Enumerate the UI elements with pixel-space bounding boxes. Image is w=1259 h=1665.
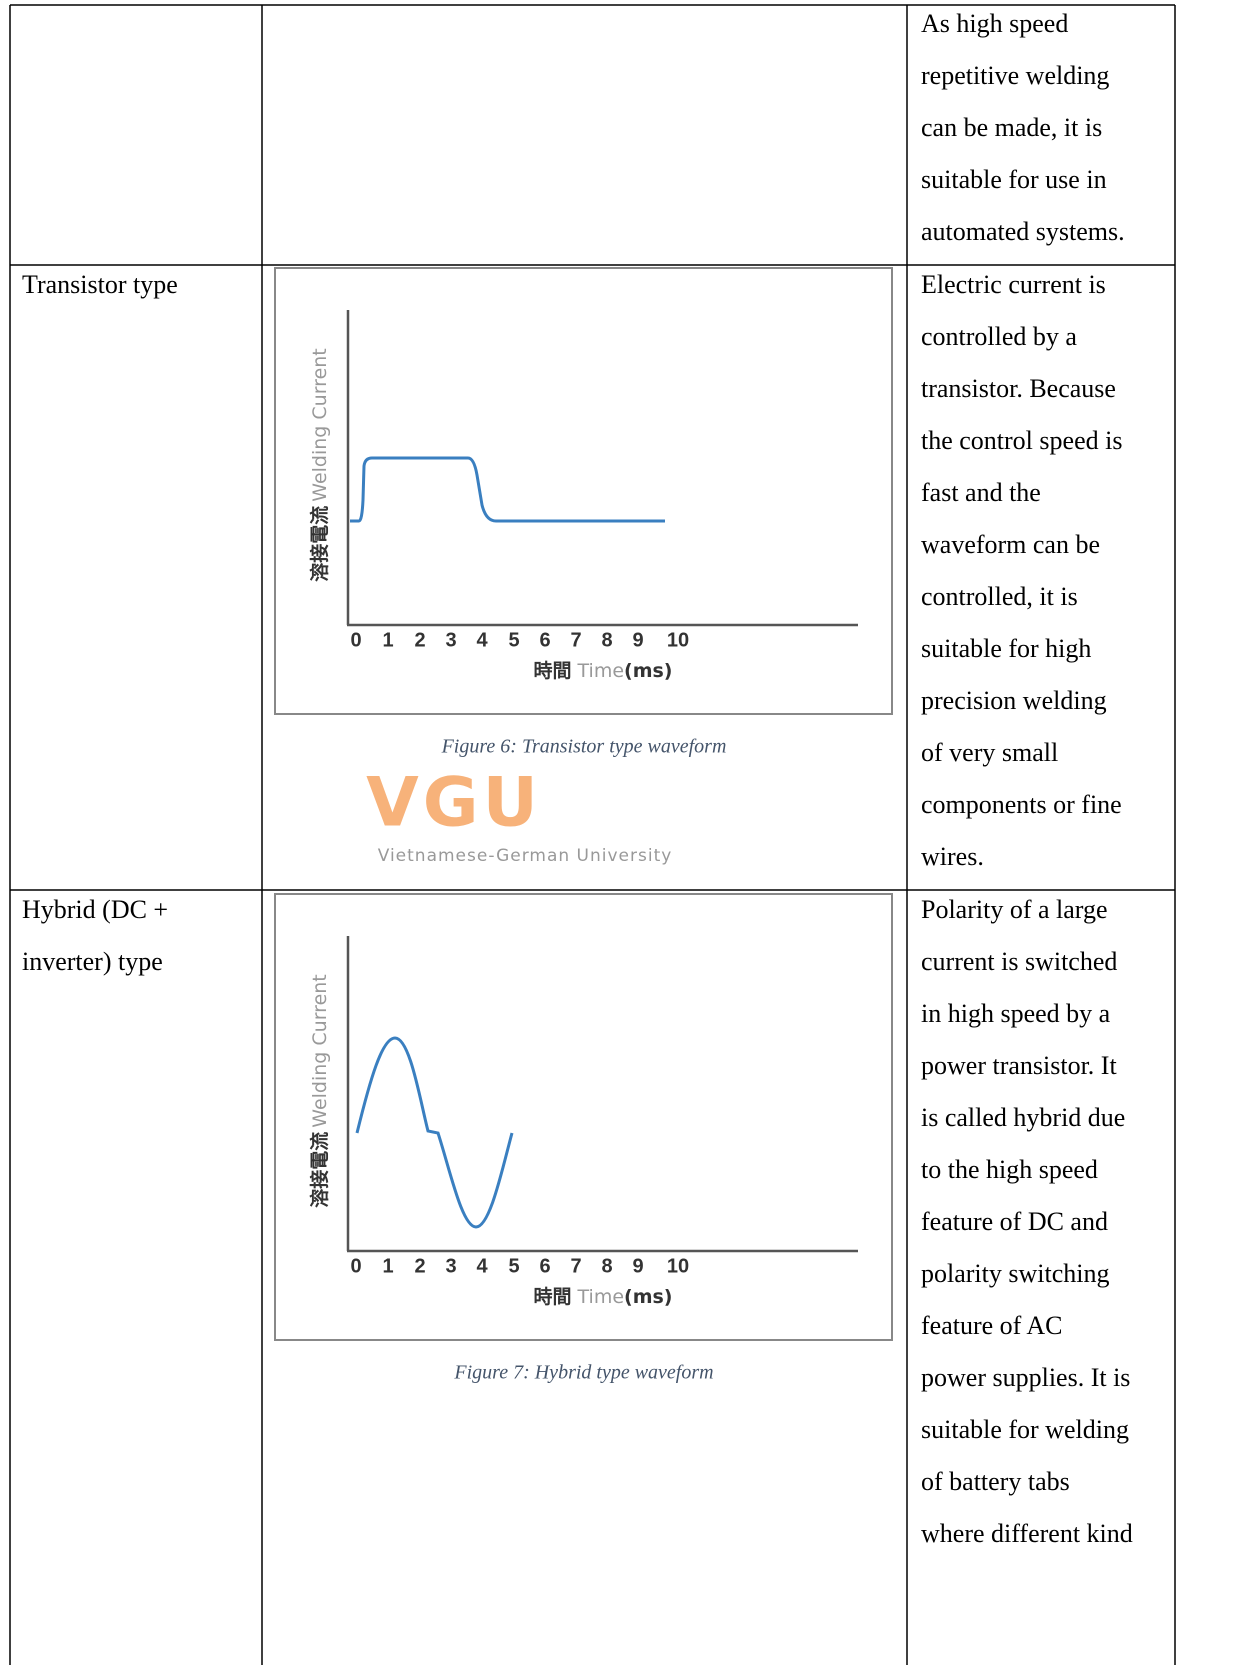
description-text: waveform can be — [921, 530, 1100, 559]
x-tick-label: 3 — [445, 1255, 456, 1277]
x-tick-label: 8 — [601, 1255, 612, 1277]
waveform — [350, 456, 665, 523]
x-tick-label: 0 — [350, 629, 361, 651]
description-text: controlled, it is — [921, 582, 1078, 611]
figure-caption: Figure 7: Hybrid type waveform — [453, 1362, 713, 1384]
y-label-en: Welding Current — [309, 348, 331, 501]
figure-frame — [274, 893, 893, 1341]
waveform — [355, 1036, 514, 1229]
description-text: power supplies. It is — [921, 1363, 1130, 1392]
x-tick-label: 1 — [382, 1255, 393, 1277]
figure-caption: Figure 6: Transistor type waveform — [441, 736, 727, 758]
watermark-logo: VGU — [366, 764, 542, 843]
x-tick-label: 1 — [382, 629, 393, 651]
x-tick-label: 6 — [539, 629, 550, 651]
x-label-unit: (ms) — [624, 1286, 672, 1308]
description-text: power transistor. It — [921, 1051, 1117, 1080]
description-text: suitable for high — [921, 634, 1091, 663]
x-label-en: Time — [577, 660, 625, 682]
x-tick-label: 5 — [508, 1255, 519, 1277]
x-label-en: Time — [577, 1286, 625, 1308]
type-text: Transistor type — [22, 270, 178, 299]
description-text: fast and the — [921, 478, 1041, 507]
description-text: in high speed by a — [921, 999, 1111, 1028]
y-label-jp: 溶接電流 — [308, 1132, 331, 1208]
description-text: suitable for welding — [921, 1415, 1129, 1444]
x-tick-label: 9 — [632, 629, 643, 651]
waveforms — [350, 456, 665, 1229]
description-text: Electric current is — [921, 270, 1106, 299]
x-tick-label: 8 — [601, 629, 612, 651]
description-text: where different kind — [921, 1519, 1133, 1548]
description-text: of very small — [921, 738, 1058, 767]
type-text: inverter) type — [22, 947, 163, 976]
y-axis-label: 溶接電流 Welding Current — [308, 974, 331, 1208]
x-tick-label: 2 — [414, 1255, 425, 1277]
x-label-unit: (ms) — [624, 660, 672, 682]
description-text: feature of DC and — [921, 1207, 1108, 1236]
watermark-text: Vietnamese-German University — [378, 846, 673, 866]
y-label-en: Welding Current — [309, 974, 331, 1127]
description-text: the control speed is — [921, 426, 1122, 455]
description-text: wires. — [921, 842, 984, 871]
x-tick-label: 4 — [476, 629, 488, 651]
description-text: Polarity of a large — [921, 895, 1108, 924]
description-text: feature of AC — [921, 1311, 1063, 1340]
x-label-jp: 時間 — [534, 660, 572, 682]
table-grid — [9, 4, 1176, 1665]
figure-frame — [274, 267, 893, 715]
x-tick-label: 3 — [445, 629, 456, 651]
x-tick-label: 10 — [667, 629, 689, 651]
x-label-jp: 時間 — [534, 1286, 572, 1308]
y-axis-label: 溶接電流 Welding Current — [308, 348, 331, 582]
x-axis-label: 時間 Time(ms) — [534, 660, 673, 682]
description-text: As high speed — [921, 9, 1068, 38]
description-text: transistor. Because — [921, 374, 1116, 403]
y-label-jp: 溶接電流 — [308, 506, 331, 582]
x-tick-label: 2 — [414, 629, 425, 651]
type-text: Hybrid (DC + — [22, 895, 168, 924]
description-text: polarity switching — [921, 1259, 1109, 1288]
description-text: controlled by a — [921, 322, 1077, 351]
description-text: suitable for use in — [921, 165, 1107, 194]
description-text: of battery tabs — [921, 1467, 1070, 1496]
x-tick-label: 7 — [570, 1255, 581, 1277]
description-text: is called hybrid due — [921, 1103, 1125, 1132]
x-tick-label: 7 — [570, 629, 581, 651]
description-text: to the high speed — [921, 1155, 1098, 1184]
description-text: components or fine — [921, 790, 1122, 819]
description-text: current is switched — [921, 947, 1117, 976]
content: As high speed repetitive welding can be ma… — [22, 9, 1133, 1548]
description-text: repetitive welding — [921, 61, 1109, 90]
x-tick-label: 6 — [539, 1255, 550, 1277]
x-tick-label: 10 — [667, 1255, 689, 1277]
description-text: can be made, it is — [921, 113, 1102, 142]
x-tick-label: 0 — [350, 1255, 361, 1277]
x-tick-label: 4 — [476, 1255, 488, 1277]
x-axis-label: 時間 Time(ms) — [534, 1286, 673, 1308]
description-text: automated systems. — [921, 217, 1125, 246]
description-text: precision welding — [921, 686, 1107, 715]
figure-frames — [274, 267, 893, 1341]
x-tick-label: 5 — [508, 629, 519, 651]
x-tick-label: 9 — [632, 1255, 643, 1277]
